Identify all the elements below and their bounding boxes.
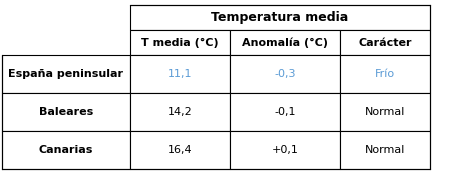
Bar [230, 131, 340, 169]
Bar [230, 93, 340, 131]
Bar [340, 131, 430, 169]
Text: +0,1: +0,1 [272, 145, 299, 155]
Bar [340, 93, 430, 131]
Text: -0,1: -0,1 [274, 107, 296, 117]
Text: Carácter: Carácter [358, 37, 412, 47]
Bar [2, 55, 130, 93]
Bar [130, 5, 430, 30]
Bar [230, 55, 340, 93]
Text: España peninsular: España peninsular [9, 69, 123, 79]
Bar [130, 93, 230, 131]
Bar [2, 131, 130, 169]
Text: Temperatura media: Temperatura media [211, 11, 348, 24]
Text: T media (°C): T media (°C) [141, 37, 219, 48]
Bar [340, 55, 430, 93]
Text: 16,4: 16,4 [167, 145, 192, 155]
Text: Canarias: Canarias [39, 145, 93, 155]
Bar [230, 30, 340, 55]
Bar [130, 131, 230, 169]
Bar [2, 93, 130, 131]
Text: 14,2: 14,2 [167, 107, 192, 117]
Text: 11,1: 11,1 [168, 69, 192, 79]
Text: -0,3: -0,3 [274, 69, 296, 79]
Bar [340, 30, 430, 55]
Text: Anomalía (°C): Anomalía (°C) [242, 37, 328, 48]
Text: Frío: Frío [375, 69, 395, 79]
Text: Normal: Normal [365, 145, 405, 155]
Text: Normal: Normal [365, 107, 405, 117]
Bar [130, 30, 230, 55]
Bar [130, 55, 230, 93]
Text: Baleares: Baleares [39, 107, 93, 117]
